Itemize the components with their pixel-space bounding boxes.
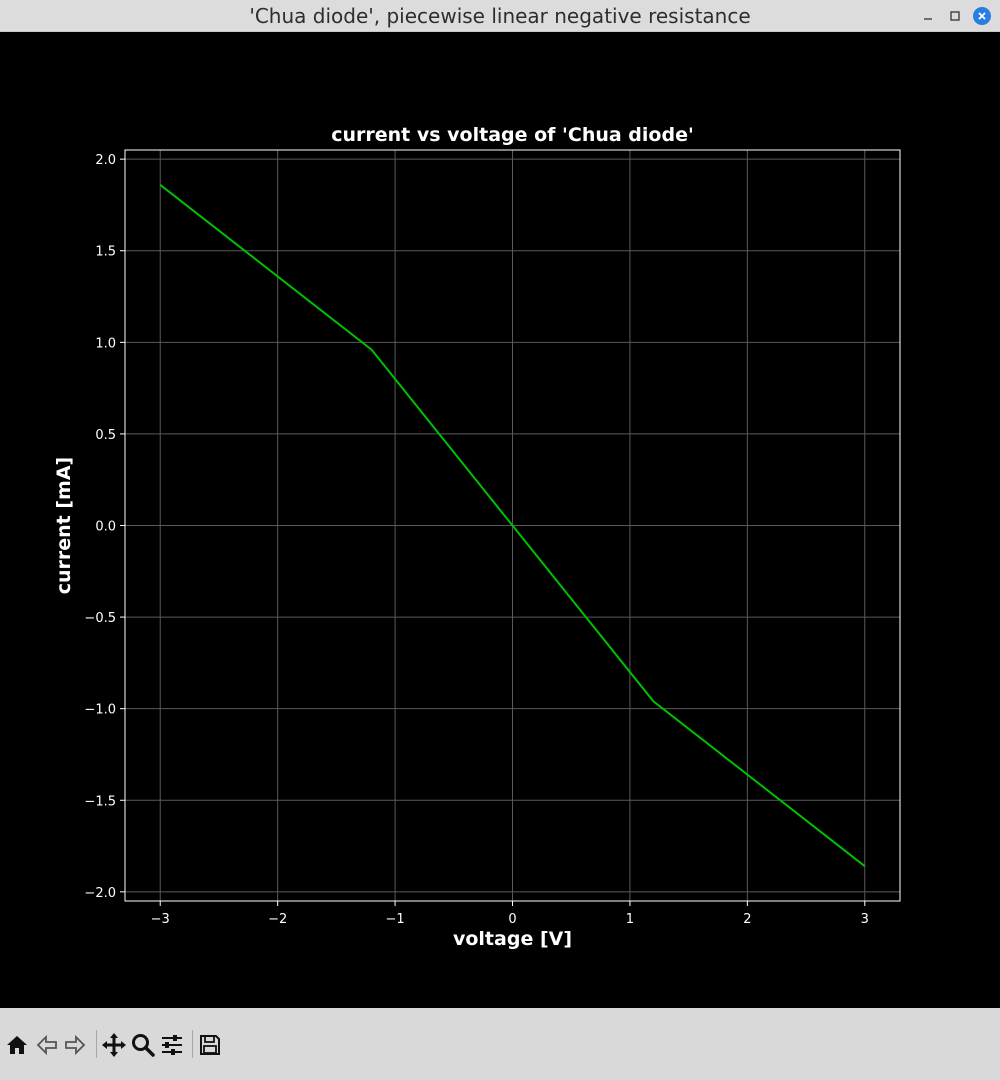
x-axis-label: voltage [V] [453,928,572,950]
home-icon [7,1036,27,1054]
back-arrow-icon [36,1034,57,1056]
window-title: 'Chua diode', piecewise linear negative … [249,4,751,28]
forward-button[interactable] [62,1032,88,1058]
x-tick-label: 3 [861,912,869,927]
pan-button[interactable] [101,1032,127,1058]
x-tick-label: 2 [743,912,751,927]
pan-move-icon [102,1033,126,1057]
toolbar-separator [192,1030,193,1058]
minimize-button[interactable] [918,6,938,26]
figure-canvas[interactable]: −3 −2 −1 0 1 2 3 2.0 1.5 1.0 0.5 0.0 −0.5 −1.0 −1.5 −2.… [0,32,1000,1008]
chart-title: current vs voltage of 'Chua diode' [331,124,694,146]
chart: −3 −2 −1 0 1 2 3 2.0 1.5 1.0 0.5 0.0 −0.5 −1.0 −1.5 −2.… [53,124,901,950]
y-axis-label: current [mA] [53,457,75,595]
y-tick-label: 1.0 [95,336,116,351]
x-tick-label: −3 [151,912,170,927]
maximize-button[interactable] [945,6,965,26]
back-button[interactable] [34,1032,60,1058]
x-tick-label: −2 [268,912,287,927]
save-button[interactable] [197,1032,223,1058]
y-tick-label: 0.0 [95,520,116,535]
y-tick-label: −0.5 [84,611,116,626]
forward-arrow-icon [65,1034,86,1056]
navigation-toolbar [0,1008,1000,1080]
y-tick-label: −2.0 [84,886,116,901]
y-tick-label: 2.0 [95,153,116,168]
configure-subplots-button[interactable] [159,1032,185,1058]
close-button[interactable] [972,6,992,26]
y-tick-label: −1.5 [84,794,116,809]
zoom-magnifier-icon [132,1034,155,1057]
y-tick-label: 1.5 [95,245,116,260]
close-icon [973,7,991,25]
save-floppy-icon [200,1035,220,1055]
axes-frame [124,149,901,902]
home-button[interactable] [4,1032,30,1058]
toolbar-separator [96,1030,97,1058]
configure-subplots-icon [162,1035,182,1055]
zoom-button[interactable] [130,1032,156,1058]
minimize-icon [924,18,932,20]
x-tick-label: −1 [385,912,404,927]
x-tick-label: 0 [508,912,516,927]
iv-curve-line [159,184,866,867]
x-tick-label: 1 [626,912,634,927]
y-tick-label: −1.0 [84,703,116,718]
window-titlebar: 'Chua diode', piecewise linear negative … [0,0,1000,32]
maximize-icon [950,11,960,21]
y-tick-label: 0.5 [95,428,116,443]
